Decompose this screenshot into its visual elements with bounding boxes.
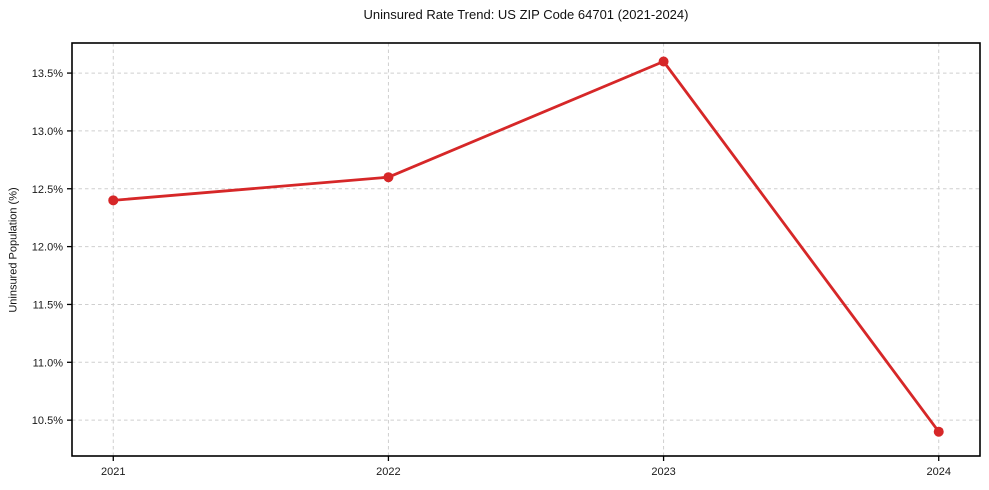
data-point-marker (108, 195, 119, 206)
chart-title: Uninsured Rate Trend: US ZIP Code 64701 … (363, 7, 689, 22)
y-tick-label: 13.0% (32, 126, 63, 138)
x-tick-label: 2024 (926, 466, 950, 478)
x-tick-label: 2023 (651, 466, 675, 478)
y-tick-label: 12.5% (32, 184, 63, 196)
y-tick-label: 12.0% (32, 242, 63, 254)
x-tick-label: 2021 (101, 466, 125, 478)
data-point-marker (658, 56, 669, 67)
y-tick-label: 13.5% (32, 68, 63, 80)
y-tick-label: 11.0% (33, 357, 64, 369)
x-tick-label: 2022 (376, 466, 400, 478)
y-tick-label: 10.5% (32, 415, 63, 427)
data-point-marker (933, 426, 944, 437)
trend-line (111, 60, 941, 434)
data-point-marker (383, 172, 394, 183)
plot-border (71, 42, 981, 457)
y-tick-label: 11.5% (33, 299, 64, 311)
